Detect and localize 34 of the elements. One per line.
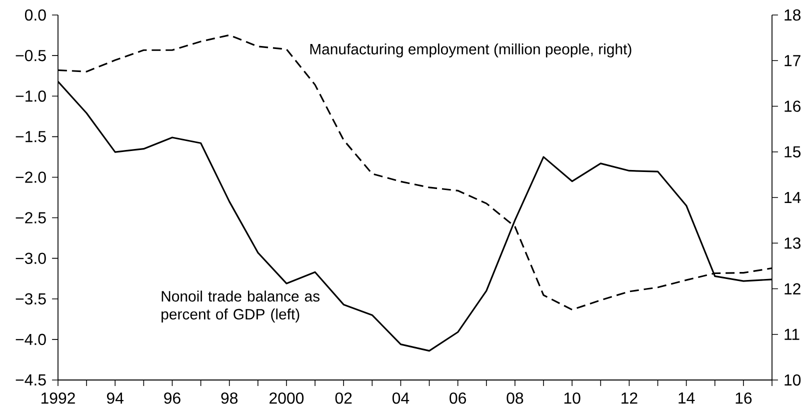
x-tick-label: 1992: [41, 392, 75, 404]
x-tick-label: 08: [506, 392, 524, 404]
y2-tick-label: 16: [784, 100, 801, 112]
y2-tick-label: 12: [784, 283, 800, 294]
series-label: Nonoil trade balance as percent of GDP (left): [162, 290, 320, 322]
y-tick-label: −1.5: [16, 131, 46, 142]
x-tick-label: 16: [736, 392, 752, 404]
y-tick-label: −3.0: [16, 252, 46, 264]
x-tick-label: 02: [335, 392, 352, 404]
x-tick-label: 94: [107, 392, 124, 404]
y2-tick-label: 17: [784, 55, 800, 66]
y2-tick-label: 15: [784, 146, 801, 158]
x-tick-label: 12: [622, 392, 638, 404]
y-tick-label: −0.5: [16, 50, 46, 62]
y-tick-label: −4.0: [16, 334, 46, 346]
x-tick-label: 04: [392, 392, 410, 404]
y2-tick-label: 18: [784, 9, 801, 21]
y2-tick-label: 11: [784, 328, 800, 340]
series-label: Manufacturing employment (million people, right): [310, 43, 632, 58]
x-tick-label: 14: [678, 392, 695, 404]
y-tick-label: −2.0: [16, 172, 46, 183]
x-tick-label: 96: [164, 392, 180, 404]
y-tick-label: −1.0: [16, 90, 46, 102]
x-tick-label: 2000: [270, 392, 304, 404]
y-tick-label: −3.5: [16, 293, 46, 305]
x-tick-label: 98: [221, 392, 238, 404]
y-tick-label: −4.5: [16, 374, 46, 386]
y-tick-label: 0.0: [24, 9, 46, 21]
y-tick-label: −2.5: [16, 212, 46, 224]
y2-tick-label: 14: [784, 192, 801, 203]
x-tick-label: 10: [564, 392, 580, 404]
x-tick-label: 06: [450, 392, 466, 404]
y2-tick-label: 13: [784, 237, 801, 249]
y2-tick-label: 10: [784, 374, 801, 386]
